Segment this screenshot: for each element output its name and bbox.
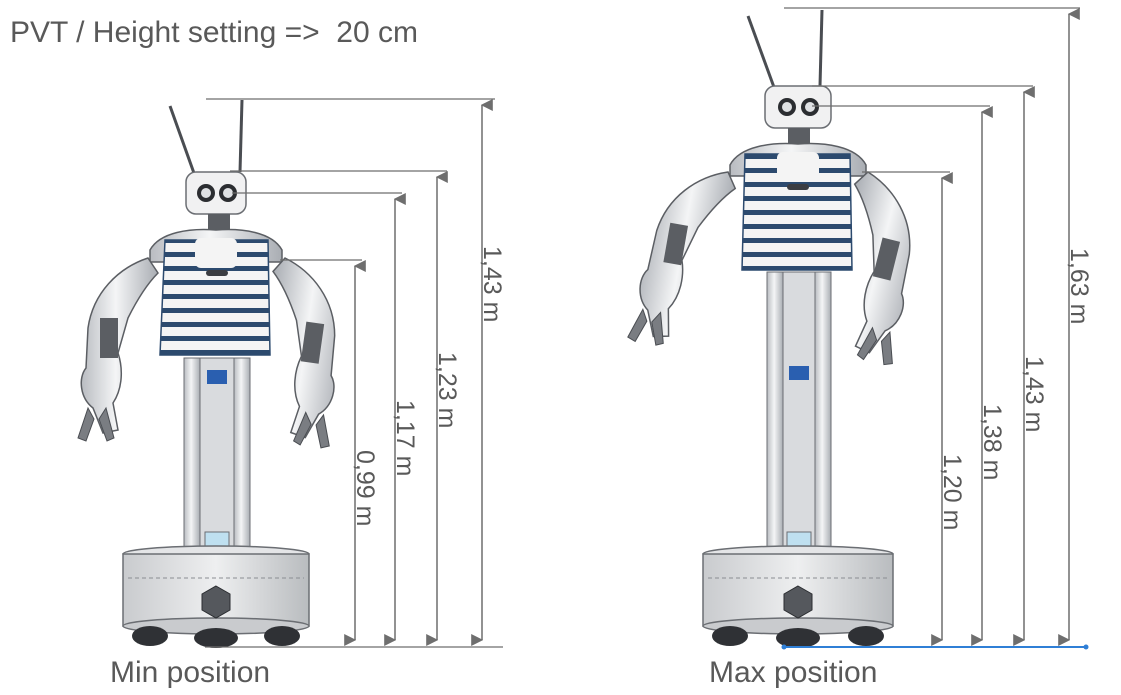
dimension-labels-min: 0,99 m 1,17 m 1,23 m 1,43 m	[351, 246, 506, 526]
caption-min-position: Min position	[110, 656, 271, 689]
dim-label-min-3: 1,23 m	[433, 352, 461, 428]
robot-min-position	[77, 99, 356, 648]
robot-max-position	[626, 9, 937, 648]
dim-label-min-1: 0,99 m	[351, 450, 379, 526]
dim-label-max-4: 1,63 m	[1065, 248, 1093, 324]
page-title: PVT / Height setting => 20 cm	[10, 16, 418, 49]
dim-label-min-2: 1,17 m	[391, 400, 419, 476]
dimension-lines-max	[781, 7, 1089, 650]
dim-label-max-2: 1,38 m	[978, 404, 1006, 480]
caption-max-position: Max position	[709, 656, 878, 689]
dimension-lines-min	[205, 98, 503, 648]
dim-label-min-4: 1,43 m	[478, 246, 506, 322]
dim-label-max-3: 1,43 m	[1020, 356, 1048, 432]
dimension-labels-max: 1,20 m 1,38 m 1,43 m 1,63 m	[938, 248, 1093, 530]
dim-label-max-1: 1,20 m	[938, 454, 966, 530]
